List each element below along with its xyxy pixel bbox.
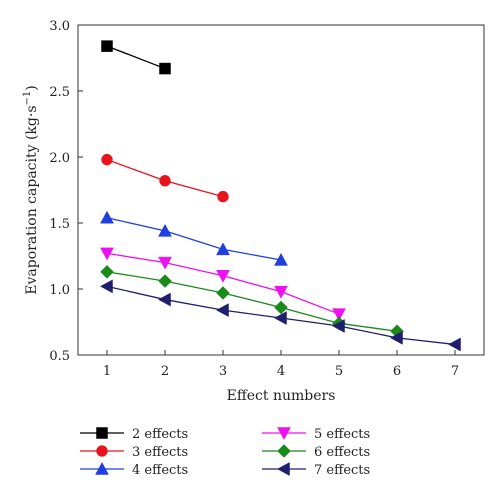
data-point	[100, 247, 114, 261]
x-tick-label: 3	[219, 364, 227, 379]
legend-marker	[96, 427, 108, 439]
legend-item: 2 effects	[80, 427, 188, 442]
legend-item: 3 effects	[80, 445, 188, 460]
y-tick-label: 1.5	[49, 217, 70, 232]
legend-label: 3 effects	[132, 445, 188, 460]
series-3-effects	[101, 153, 229, 203]
axis-ticks: 1 2 3 4 5 6 7 0.5 1.0 1.5 2.0 2.5 3.0	[49, 19, 459, 379]
data-point	[216, 242, 230, 256]
legend-label: 7 effects	[314, 463, 370, 478]
legend-marker	[277, 444, 291, 458]
y-axis-title-superscript: −1	[22, 91, 33, 106]
y-tick-label: 0.5	[49, 349, 70, 364]
data-point	[101, 153, 113, 166]
legend-marker	[95, 461, 109, 475]
data-point	[215, 303, 229, 318]
legend-label: 2 effects	[132, 427, 188, 442]
series-line	[106, 271, 398, 332]
x-tick-label: 4	[277, 364, 285, 379]
data-point	[158, 223, 172, 237]
data-point	[101, 40, 113, 52]
data-point	[100, 210, 114, 224]
legend-item: 5 effects	[262, 427, 370, 442]
series-5-effects	[100, 247, 346, 322]
legend-marker	[277, 427, 291, 441]
data-point	[216, 286, 230, 300]
data-point	[159, 175, 171, 187]
y-axis-title-close: )	[24, 85, 40, 90]
x-tick-label: 7	[451, 364, 459, 379]
data-point	[100, 264, 114, 279]
legend-label: 4 effects	[132, 463, 188, 478]
data-point	[273, 311, 287, 325]
series-6-effects	[100, 264, 404, 339]
series-line	[106, 252, 340, 315]
x-tick-label: 2	[161, 364, 169, 379]
legend: 2 effects 3 effects 4 effects 5 effects 6 ef…	[80, 427, 370, 478]
legend-item: 4 effects	[80, 461, 188, 478]
y-tick-label: 2.5	[49, 85, 70, 100]
data-point	[157, 292, 171, 307]
x-tick-label: 6	[393, 364, 401, 379]
y-axis-title-main: Evaporation capacity (kg·s	[24, 105, 40, 294]
data-point	[331, 319, 345, 333]
y-tick-label: 2.0	[49, 151, 70, 166]
series-line	[106, 45, 166, 70]
y-tick-label: 3.0	[49, 19, 70, 34]
data-point	[216, 270, 230, 283]
data-point	[159, 62, 171, 75]
x-tick-label: 5	[335, 364, 343, 379]
y-tick-label: 1.0	[49, 283, 70, 298]
data-point	[158, 274, 172, 288]
legend-marker	[96, 445, 108, 457]
legend-label: 5 effects	[314, 427, 370, 442]
series-group	[99, 40, 461, 352]
x-tick-label: 1	[103, 364, 111, 379]
data-point	[447, 337, 461, 352]
legend-label: 6 effects	[314, 445, 370, 460]
legend-marker	[276, 462, 290, 476]
legend-item: 6 effects	[262, 444, 370, 460]
data-point	[332, 308, 346, 322]
data-point	[274, 252, 288, 266]
data-point	[217, 190, 229, 203]
data-point	[274, 285, 288, 299]
y-axis-title: Evaporation capacity (kg·s−1)	[22, 85, 40, 294]
legend-item: 7 effects	[262, 462, 370, 478]
series-7-effects	[99, 279, 461, 352]
data-point	[389, 330, 403, 345]
series-line	[106, 217, 282, 261]
x-axis-title: Effect numbers	[227, 388, 336, 404]
series-2-effects	[101, 40, 171, 75]
data-point	[158, 256, 172, 270]
data-point	[274, 300, 288, 315]
data-point	[99, 279, 113, 294]
series-4-effects	[100, 210, 288, 266]
